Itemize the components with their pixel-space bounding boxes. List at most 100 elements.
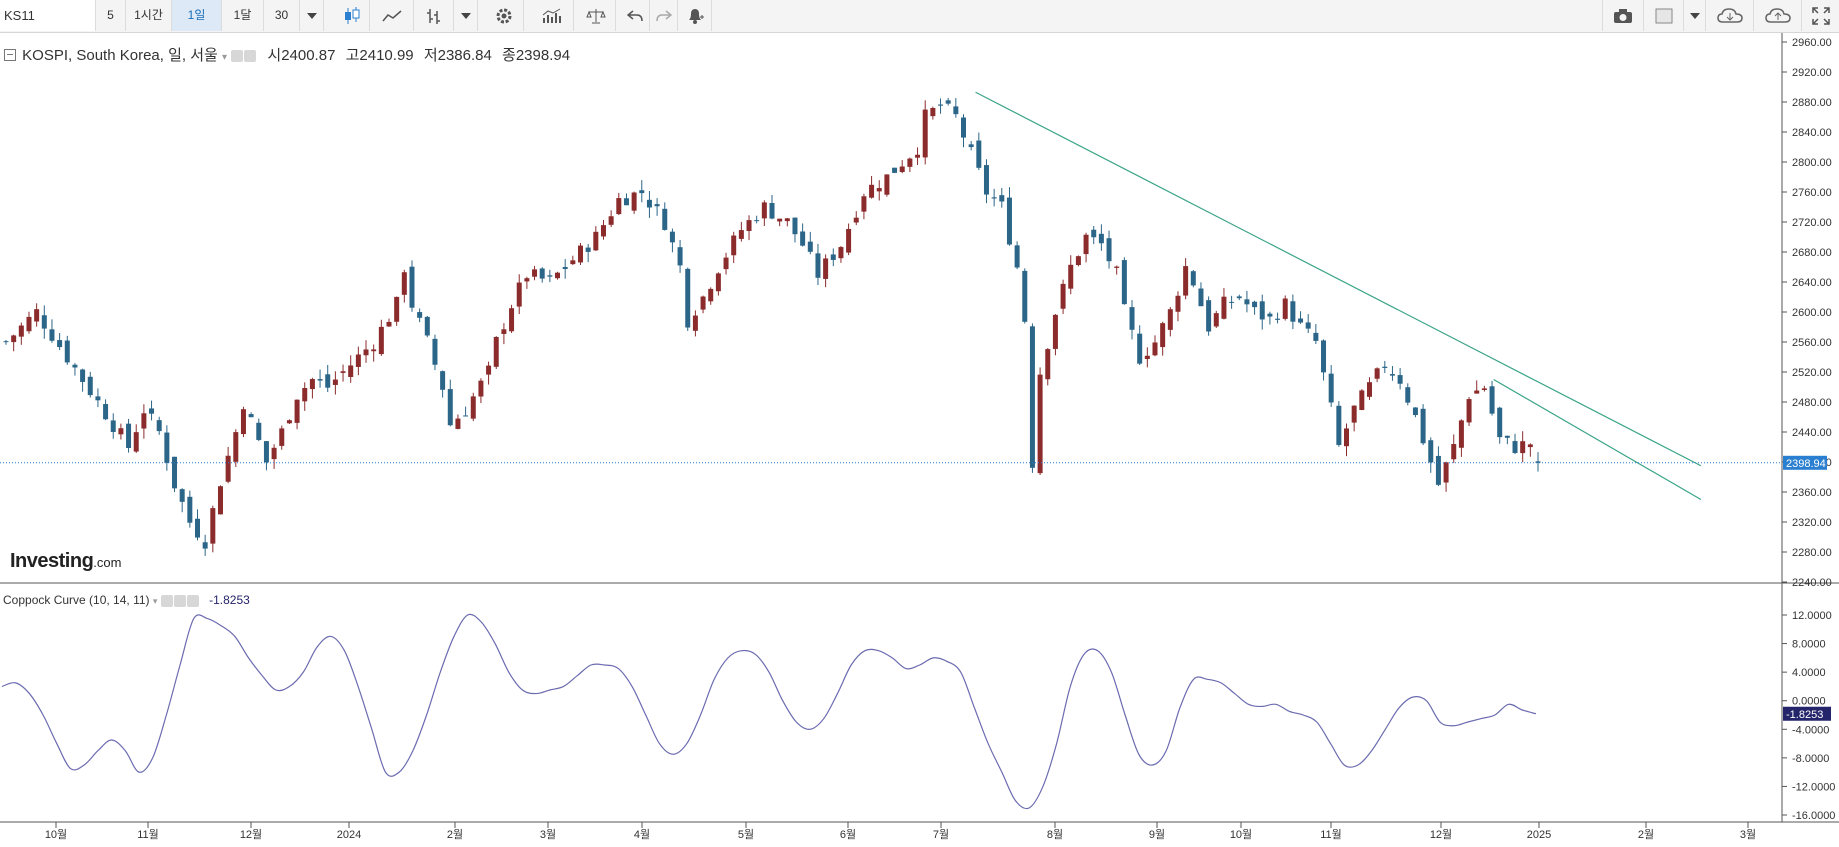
candle-body: [1052, 314, 1058, 349]
candle-body: [263, 441, 269, 463]
interval-1day-button[interactable]: 1일: [172, 0, 222, 31]
candle-body: [792, 217, 798, 235]
price-tick-label: 2280.00: [1792, 547, 1832, 559]
candle-body: [892, 167, 898, 173]
candle-body: [409, 266, 415, 308]
time-tick-label: 12월: [240, 828, 262, 841]
price-tick-label: 2320.00: [1792, 517, 1832, 529]
candle-body: [279, 428, 285, 446]
candle-body: [149, 408, 155, 414]
candle-body: [869, 184, 875, 198]
indicator-close-icon[interactable]: [186, 594, 199, 607]
interval-1hour-button[interactable]: 1시간: [126, 0, 172, 31]
candle-body: [1029, 326, 1035, 468]
candle-body: [363, 349, 369, 356]
compare-scale-icon[interactable]: [576, 0, 616, 31]
settings-gear-icon[interactable]: [484, 0, 524, 31]
cloud-upload-icon[interactable]: [1754, 0, 1802, 31]
candle-body: [539, 268, 545, 279]
redo-icon[interactable]: [650, 0, 678, 31]
candle-body: [983, 165, 989, 195]
chart-area[interactable]: 2960.00 2920.00 2880.00 2840.00 2800.00 2760.…: [0, 33, 1839, 847]
template-box-icon[interactable]: [1644, 0, 1684, 31]
candle-body: [578, 245, 583, 263]
price-tick-label: 2520.00: [1792, 367, 1832, 379]
time-tick-label: 2월: [447, 828, 463, 841]
indicator-value: -1.8253: [209, 593, 250, 607]
legend-hide-icon[interactable]: [231, 50, 244, 63]
cloud-download-icon[interactable]: [1706, 0, 1754, 31]
candle-body: [861, 196, 867, 212]
candle-body: [532, 269, 538, 277]
candle-body: [401, 272, 407, 295]
interval-5min-button[interactable]: 5: [96, 0, 126, 31]
candle-body: [271, 447, 277, 460]
candle-body: [340, 371, 346, 373]
indicator-settings-icon[interactable]: ▾: [152, 596, 158, 606]
candle-body: [1213, 313, 1219, 327]
close-label: 종: [502, 47, 516, 64]
indicators-icon[interactable]: [530, 0, 574, 31]
open-value: 2400.87: [281, 47, 336, 64]
price-tick-label: 2760.00: [1792, 187, 1832, 199]
candle-body: [103, 404, 109, 420]
template-dropdown-icon[interactable]: [1684, 0, 1706, 31]
symbol-input[interactable]: KS11: [0, 0, 96, 31]
candle-body: [746, 220, 752, 232]
time-tick-label: 2025: [1527, 829, 1551, 841]
alert-bell-icon[interactable]: [678, 0, 712, 31]
legend-settings-icon[interactable]: ▾: [222, 52, 228, 63]
candle-body: [118, 428, 124, 435]
dropdown-arrow-icon[interactable]: [454, 0, 478, 31]
indicator-config-icon[interactable]: [173, 594, 186, 607]
candle-body: [3, 341, 9, 343]
price-tick-label: 2560.00: [1792, 337, 1832, 349]
candle-body: [233, 432, 239, 462]
legend-config-icon[interactable]: [244, 50, 257, 63]
line-chart-icon[interactable]: [370, 0, 414, 31]
candle-body: [1481, 388, 1487, 390]
candlestick-icon[interactable]: [334, 0, 370, 31]
interval-custom-input[interactable]: 30: [264, 0, 300, 31]
time-tick-label: 4월: [634, 828, 650, 841]
candle-body: [1183, 266, 1189, 296]
candle-body: [807, 241, 813, 252]
candle-body: [26, 316, 32, 332]
candle-body: [1068, 264, 1074, 289]
price-tick-label: 2440.00: [1792, 427, 1832, 439]
price-tick-label: 2680.00: [1792, 247, 1832, 259]
candle-body: [823, 258, 829, 279]
trendline: [1493, 378, 1702, 501]
time-tick-label: 6월: [840, 828, 856, 841]
camera-icon[interactable]: [1602, 0, 1644, 31]
candle-body: [692, 315, 698, 331]
interval-1month-button[interactable]: 1달: [222, 0, 264, 31]
candle-body: [325, 374, 331, 388]
candle-body: [49, 329, 55, 341]
candle-body: [1336, 405, 1342, 445]
indicator-value-text: -1.8253: [1786, 709, 1823, 721]
candle-body: [447, 389, 453, 426]
interval-dropdown-icon[interactable]: [300, 0, 324, 31]
candle-body: [1083, 234, 1089, 255]
undo-icon[interactable]: [620, 0, 650, 31]
candle-body: [72, 364, 78, 368]
candle-body: [1451, 444, 1457, 460]
indicator-tick-label: -4.0000: [1792, 724, 1829, 736]
candle-body: [616, 198, 622, 215]
candle-body: [784, 218, 790, 222]
legend-title: KOSPI, South Korea, 일, 서울: [22, 47, 218, 64]
candle-body: [110, 420, 116, 432]
candle-body: [1512, 441, 1518, 453]
candle-body: [715, 273, 721, 292]
candle-body: [1098, 233, 1104, 244]
candle-body: [639, 190, 645, 194]
indicator-hide-icon[interactable]: [160, 594, 173, 607]
time-tick-label: 11월: [1320, 828, 1342, 841]
candle-body: [555, 272, 561, 279]
collapse-legend-icon[interactable]: [4, 49, 16, 62]
candle-body: [1198, 288, 1204, 307]
time-tick-label: 9월: [1149, 828, 1165, 841]
bar-type-icon[interactable]: [414, 0, 454, 31]
fullscreen-icon[interactable]: [1802, 0, 1839, 31]
